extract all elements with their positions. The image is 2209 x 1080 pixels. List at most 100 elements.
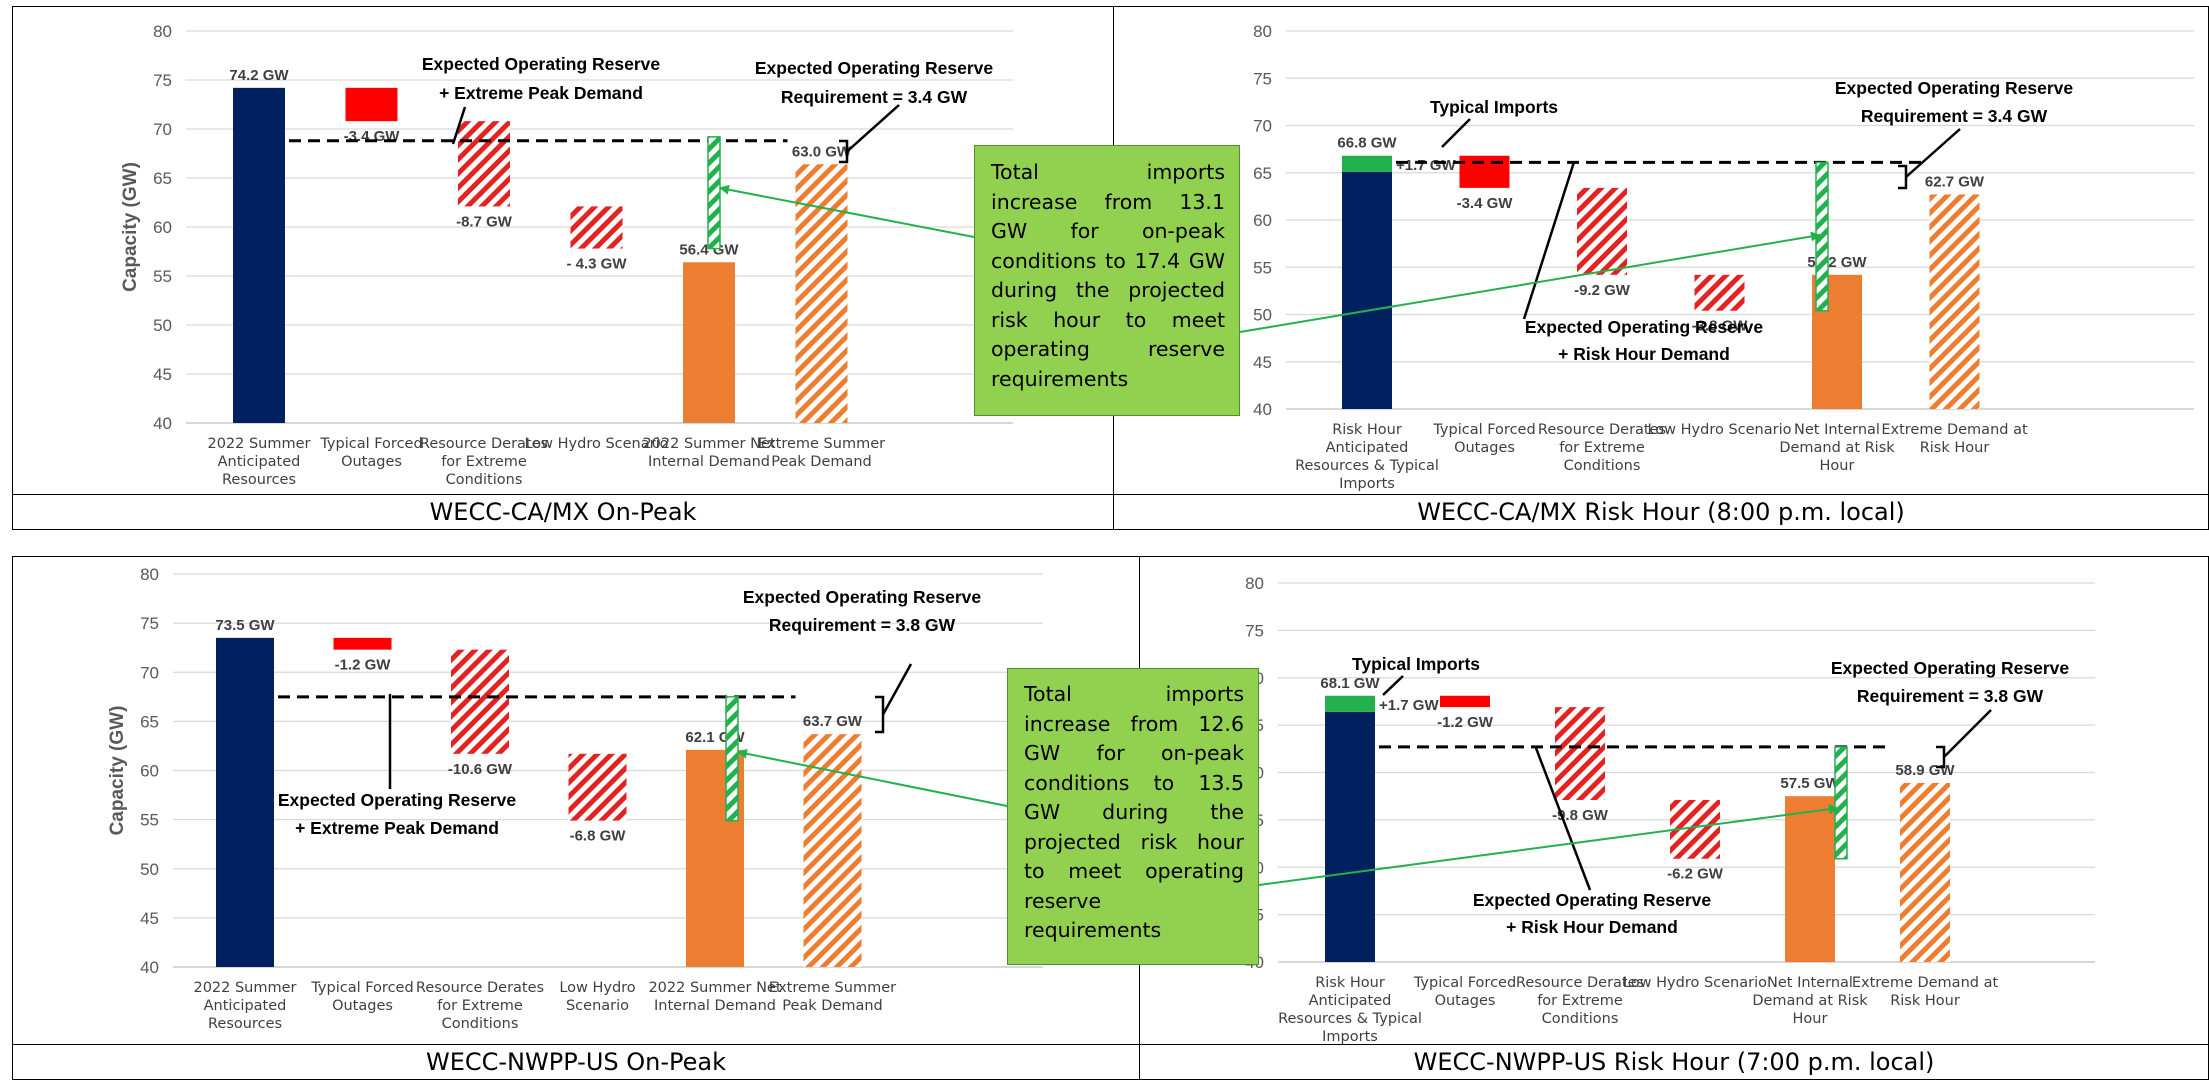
bar-risk-hour-resources [1325, 711, 1375, 962]
reserve-requirement-bar [1834, 746, 1848, 860]
x-category-label: Anticipated [204, 998, 287, 1014]
y-tick-label: 65 [1253, 164, 1272, 183]
x-category-label: Scenario [566, 998, 629, 1014]
bar-value-label: 56.4 GW [679, 241, 739, 258]
y-tick-label: 80 [140, 565, 159, 584]
x-category-label: Extreme Summer [769, 980, 896, 996]
callout-line: requirements [1024, 918, 1162, 942]
imports-callout-camx: Total imports increase from 13.1 GW for on… [974, 145, 1240, 416]
y-tick-label: 65 [153, 169, 172, 188]
x-category-label: Hour [1793, 1011, 1828, 1027]
bar-value-label: 58.9 GW [1895, 762, 1955, 779]
callout-line: GW during the [1024, 800, 1244, 824]
chart-annotation: Expected Operating Reserve [422, 54, 661, 74]
chart-annotation: + Extreme Peak Demand [439, 83, 643, 103]
x-category-label: Resource Derates [420, 436, 548, 452]
bar-risk-hour-resources [1342, 171, 1392, 409]
x-category-label: Outages [332, 998, 393, 1014]
x-category-label: Imports [1322, 1029, 1378, 1045]
chart-annotation: Expected Operating Reserve [1835, 78, 2074, 98]
callout-line: increase from 12.6 [1024, 711, 1244, 736]
bar-side-label: +1.7 GW [1396, 157, 1456, 174]
bar-value-label: -3.4 GW [344, 128, 401, 145]
y-tick-label: 45 [1253, 353, 1272, 372]
y-tick-label: 40 [153, 414, 172, 433]
x-category-label: Extreme Summer [758, 436, 885, 452]
x-category-label: Conditions [446, 472, 523, 488]
callout-line: GW for on-peak [1024, 741, 1244, 765]
bar-side-label: +1.7 GW [1379, 697, 1439, 714]
chart-annotation: Requirement = 3.4 GW [1861, 106, 2048, 126]
callout-line: reserve [1024, 888, 1102, 913]
chart-annotation: Requirement = 3.4 GW [781, 87, 968, 107]
x-category-label: for Extreme [1537, 993, 1623, 1009]
x-category-label: 2022 Summer [207, 436, 310, 452]
bar-value-label: -6.2 GW [1667, 866, 1724, 883]
y-tick-label: 45 [153, 365, 172, 384]
chart-annotation: Expected Operating Reserve [1473, 890, 1712, 910]
y-axis-title: Capacity (GW) [120, 162, 141, 292]
y-tick-label: 65 [140, 712, 159, 731]
chart-panel-wecc-nwpp-onpeak: 40 45 50 55 60 65 70 75 80 Capacity (GW) 2022 Summ… [12, 556, 1140, 1080]
bar-value-label: 74.2 GW [229, 67, 289, 84]
bar-value-label: - 4.3 GW [566, 256, 627, 273]
x-category-label: Demand at Risk [1779, 440, 1895, 456]
chart-annotation: Expected Operating Reserve [278, 790, 517, 810]
x-category-label: for Extreme [1559, 440, 1645, 456]
y-tick-label: 60 [1253, 211, 1272, 230]
x-category-label: Low Hydro Scenario [1623, 975, 1767, 991]
y-tick-label: 50 [1253, 306, 1272, 325]
bar-value-label: 62.7 GW [1925, 173, 1985, 190]
bar-1 [216, 637, 274, 967]
x-category-label: Resources [208, 1016, 282, 1032]
x-category-label: 2022 Summer [193, 980, 296, 996]
panel-caption: WECC-CA/MX Risk Hour (8:00 p.m. local) [1114, 494, 2208, 529]
callout-line: conditions to 17.4 GW [991, 248, 1225, 273]
x-category-label: Extreme Demand at [1852, 975, 1999, 991]
chart-annotation: + Risk Hour Demand [1506, 917, 1678, 937]
callout-line: during the projected [991, 278, 1225, 302]
x-category-label: Resources [222, 472, 296, 488]
x-category-label: Resources & Typical [1295, 458, 1439, 474]
callout-line: increase from 13.1 [991, 189, 1225, 214]
x-category-label: for Extreme [437, 998, 523, 1014]
bar-4 [1694, 274, 1745, 311]
chart-annotation: Typical Imports [1352, 654, 1480, 674]
panel-caption: WECC-NWPP-US On-Peak [13, 1044, 1139, 1079]
x-category-label: Imports [1339, 476, 1395, 492]
y-tick-label: 45 [140, 909, 159, 928]
y-tick-label: 80 [153, 22, 172, 41]
bar-4 [570, 206, 623, 249]
chart-annotation: Expected Operating Reserve [743, 587, 982, 607]
reserve-requirement-bar [725, 696, 739, 822]
x-category-label: Risk Hour [1920, 440, 1990, 456]
y-tick-label: 55 [153, 267, 172, 286]
bar-1 [233, 87, 285, 423]
x-category-label: Low Hydro [559, 980, 635, 996]
reserve-requirement-bar [707, 136, 721, 250]
callout-line: to meet operating [1024, 859, 1244, 883]
black-leader-line [881, 663, 913, 716]
bar-6 [1929, 194, 1980, 409]
x-category-label: Extreme Demand at [1881, 422, 2028, 438]
y-tick-label: 55 [140, 811, 159, 830]
y-tick-label: 75 [153, 71, 172, 90]
x-category-label: Risk Hour [1332, 422, 1402, 438]
y-tick-label: 55 [1253, 258, 1272, 277]
callout-line: risk hour to meet [991, 307, 1225, 332]
chart-annotation: Expected Operating Reserve [1525, 317, 1764, 337]
bar-2 [1440, 695, 1490, 708]
x-category-label: 2022 Summer Net [648, 980, 781, 996]
y-tick-label: 70 [153, 120, 172, 139]
chart-annotation: + Risk Hour Demand [1558, 344, 1730, 364]
callout-line: Total imports [1024, 682, 1244, 706]
reserve-requirement-bar [1815, 161, 1829, 312]
bar-value-label: 73.5 GW [215, 617, 275, 634]
black-leader-line [1522, 161, 1576, 320]
bar-4 [568, 753, 627, 821]
black-leader-line [1943, 709, 1992, 758]
bar-5 [683, 262, 735, 423]
